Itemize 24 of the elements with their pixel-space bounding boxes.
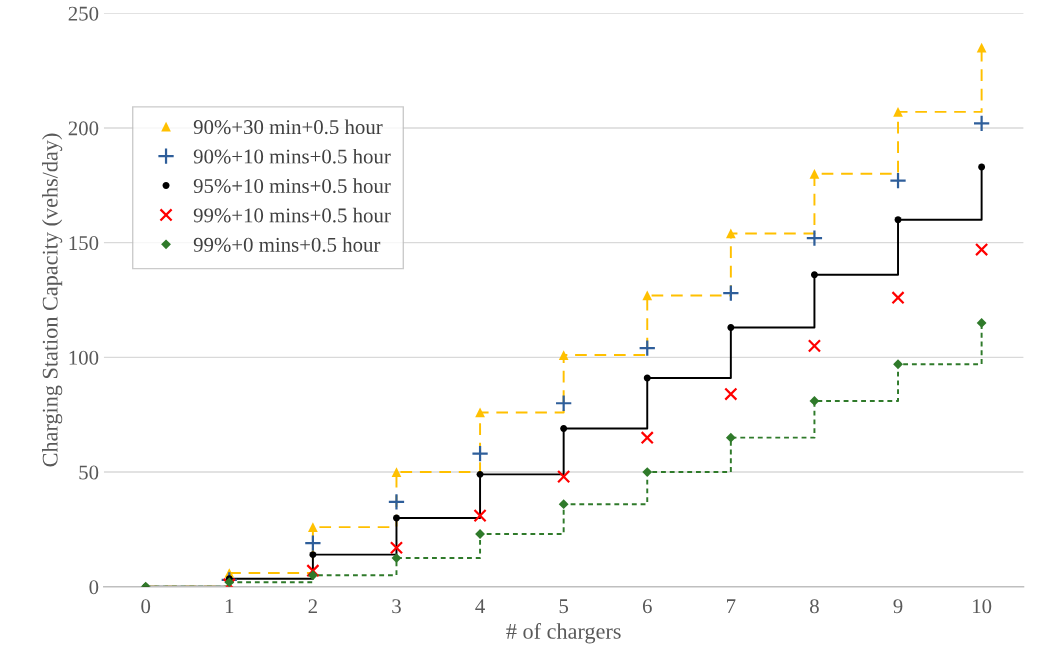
x-tick-label: 8 [810, 599, 819, 614]
y-tick-label: 250 [68, 6, 99, 21]
x-tick-label: 3 [392, 599, 401, 614]
legend-label: 99%+10 mins+0.5 hour [193, 207, 391, 223]
y-tick-label: 200 [68, 121, 99, 136]
y-tick-label: 100 [69, 350, 99, 365]
x-tick-label: 0 [141, 599, 151, 614]
x-tick-label: 4 [475, 599, 485, 614]
legend-label: 95%+10 mins+0.5 hour [193, 178, 391, 194]
x-tick-label: 2 [308, 599, 317, 614]
x-tick-label: 9 [893, 599, 903, 614]
x-tick-label: 10 [973, 599, 992, 614]
y-tick-label: 50 [79, 465, 99, 480]
x-tick-label: 5 [559, 599, 569, 614]
y-axis-title: Charging Station Capacity (vehs/day) [42, 133, 63, 467]
y-tick-label: 0 [89, 580, 99, 595]
y-tick-label: 150 [69, 236, 99, 251]
x-axis-title: # of chargers [506, 623, 621, 644]
legend-label: 90%+10 mins+0.5 hour [193, 148, 391, 164]
x-tick-label: 1 [225, 599, 234, 614]
x-tick-label: 7 [727, 599, 736, 614]
x-tick-label: 6 [642, 599, 652, 614]
legend-label: 90%+30 min+0.5 hour [193, 119, 383, 135]
legend-label: 99%+0 mins+0.5 hour [193, 237, 381, 252]
